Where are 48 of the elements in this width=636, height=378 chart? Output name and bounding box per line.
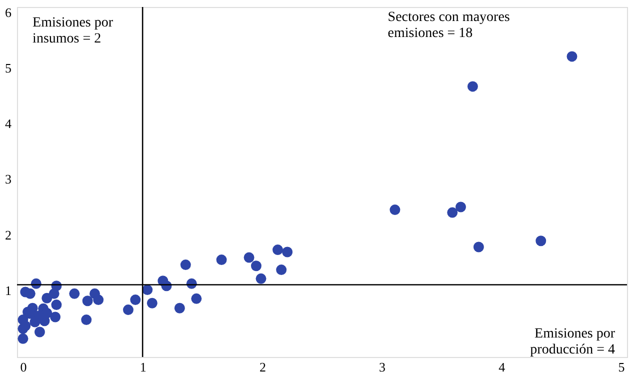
x-tick-label: 1 [140, 360, 146, 374]
point [142, 284, 153, 296]
point [216, 254, 227, 266]
point [20, 320, 31, 332]
annotation: Sectores con mayores emisiones = 18 [388, 10, 510, 41]
point [256, 273, 266, 284]
point [34, 326, 45, 338]
point [24, 288, 36, 299]
point [180, 260, 191, 270]
point [130, 294, 141, 306]
point [81, 314, 92, 326]
point [82, 296, 93, 306]
y-tick-label: 1 [5, 282, 12, 298]
point [146, 298, 158, 308]
point [447, 207, 458, 218]
point [272, 244, 283, 256]
point [473, 242, 484, 252]
point [93, 294, 104, 306]
point [250, 260, 262, 272]
x-tick-label: 5 [618, 360, 625, 374]
point [456, 202, 466, 212]
annotation: Emisiones por producción = 4 [530, 326, 616, 358]
point [50, 312, 61, 322]
point [244, 252, 254, 263]
y-tick-label: 5 [5, 60, 12, 76]
y-tick-label: 3 [5, 172, 12, 187]
x-tick-label: 3 [379, 360, 386, 374]
point [390, 204, 400, 216]
y-tick-label: 2 [5, 227, 12, 242]
point [536, 236, 546, 246]
point [467, 81, 478, 92]
y-tick-label: 4 [5, 116, 12, 132]
annotation: Emisiones por insumos = 2 [32, 15, 114, 46]
point [174, 302, 185, 314]
x-tick-label: 2 [259, 360, 266, 374]
point [122, 304, 134, 316]
point [18, 333, 28, 344]
x-tick-label: 0 [20, 360, 27, 374]
point [276, 264, 287, 276]
point [48, 288, 60, 299]
point [566, 51, 578, 62]
point [191, 293, 202, 304]
y-tick-label: 6 [5, 5, 12, 20]
x-tick-label: 4 [498, 360, 506, 374]
point [282, 246, 293, 258]
point [51, 300, 62, 310]
point [30, 316, 40, 328]
point [69, 288, 80, 299]
